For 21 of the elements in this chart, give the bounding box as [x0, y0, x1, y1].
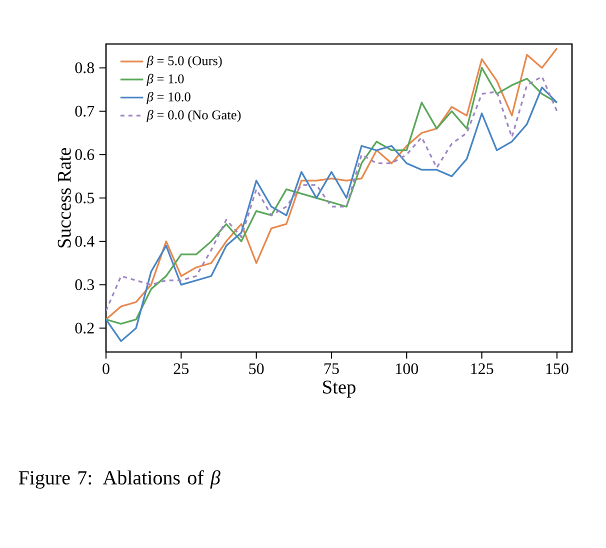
- y-tick-label: 0.7: [75, 106, 94, 117]
- legend-label: β = 10.0: [146, 92, 190, 104]
- x-tick-label: 0: [102, 363, 110, 374]
- y-tick-label: 0.5: [75, 192, 94, 204]
- caption: Figure 7: Ablations of β: [18, 470, 220, 489]
- x-axis-title: Step: [323, 380, 356, 398]
- legend-label: β = 5.0 (Ours): [146, 56, 222, 68]
- x-tick-label: 125: [471, 363, 494, 374]
- y-tick-label: 0.2: [75, 322, 94, 334]
- legend-label: β = 0.0 (No Gate): [146, 110, 241, 122]
- x-tick-label: 50: [249, 363, 264, 374]
- y-axis-title: Success Rate: [58, 148, 71, 248]
- y-tick-label: 0.8: [75, 62, 94, 74]
- x-tick-label: 150: [546, 363, 568, 374]
- x-tick-label: 100: [396, 363, 418, 374]
- y-tick-label: 0.3: [75, 279, 94, 290]
- legend-label: β = 1.0: [146, 74, 184, 86]
- x-tick-label: 25: [174, 363, 189, 374]
- y-tick-label: 0.6: [75, 149, 94, 160]
- y-tick-label: 0.4: [75, 236, 94, 247]
- x-tick-label: 75: [324, 363, 339, 374]
